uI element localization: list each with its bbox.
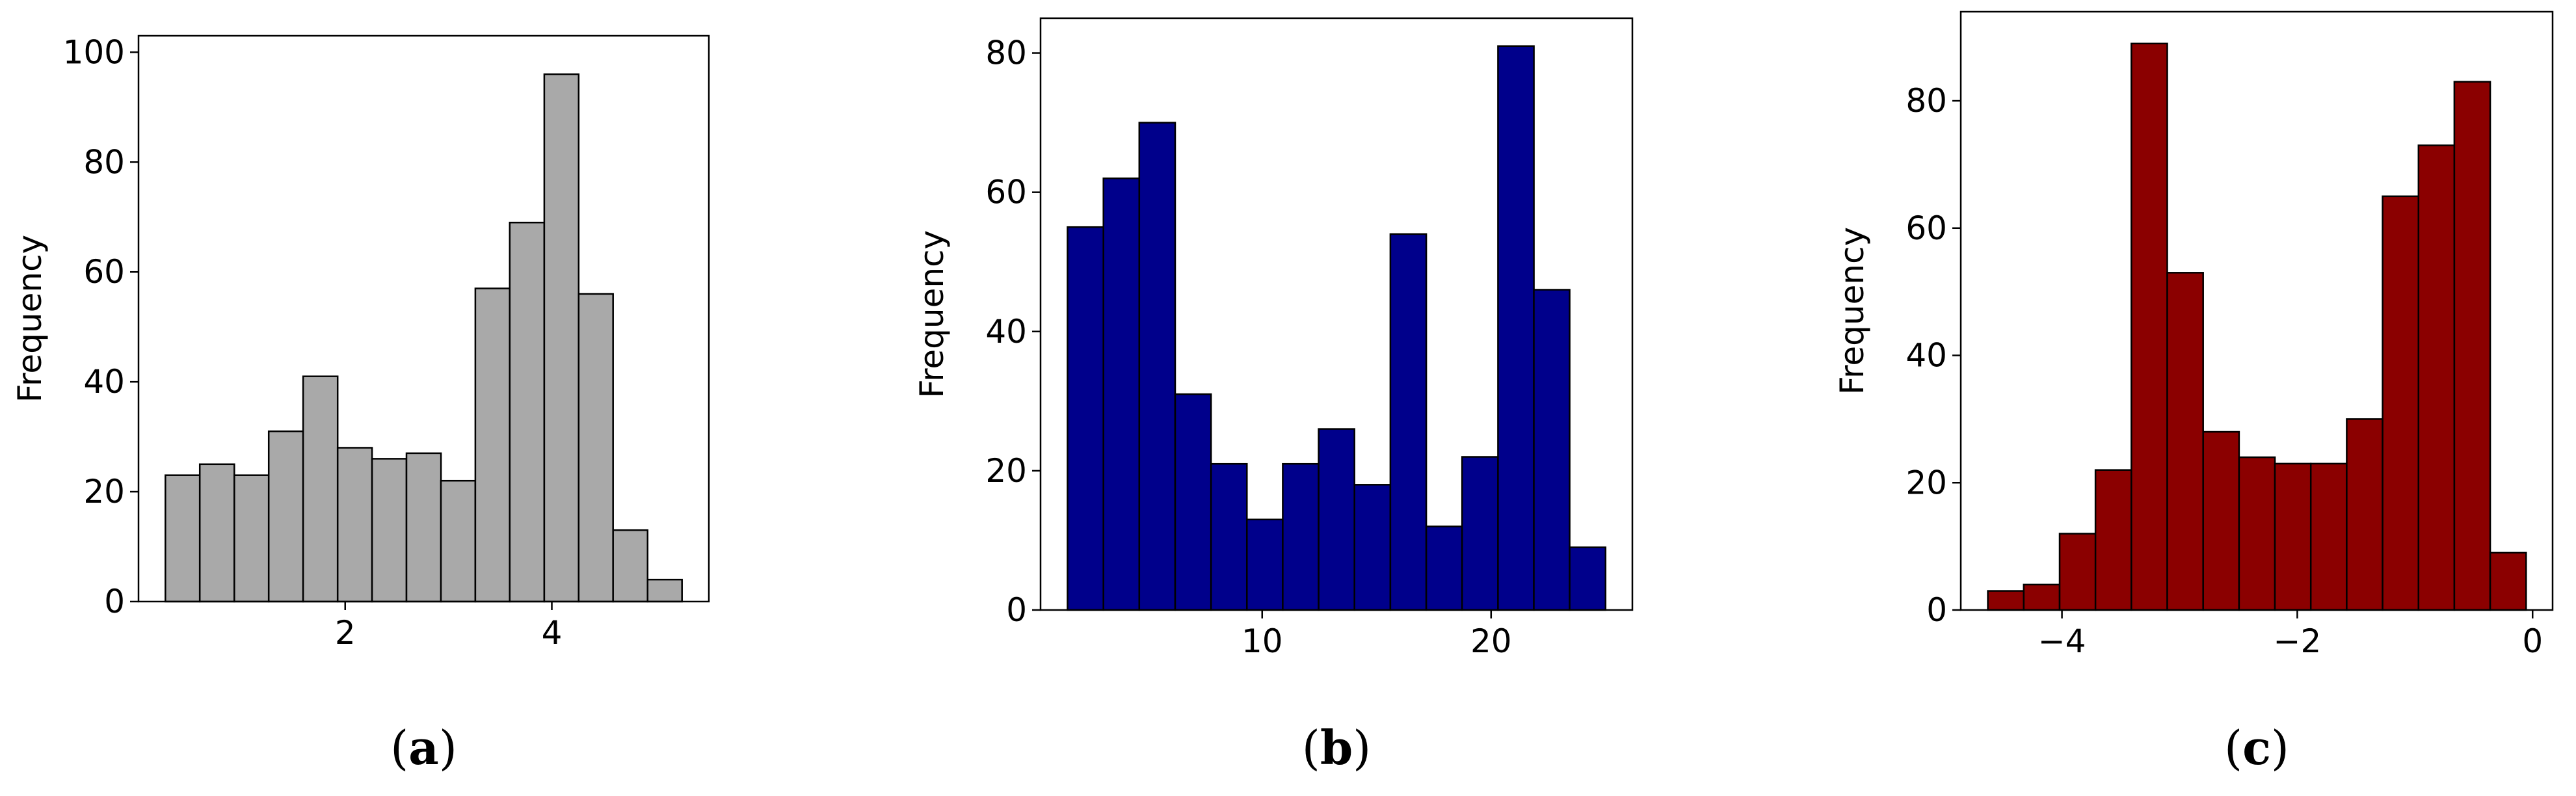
plot-frame-b	[1039, 17, 1634, 611]
bar-c-14	[2453, 81, 2491, 611]
bar-c-10	[2309, 462, 2348, 611]
bar-c-3	[2058, 533, 2097, 611]
y-axis-title-b: Frequency	[913, 230, 951, 398]
bar-b-7	[1282, 462, 1320, 611]
ytick-label-a-40: 40	[83, 363, 125, 401]
bar-b-5	[1210, 462, 1248, 611]
bar-c-12	[2382, 195, 2420, 611]
bar-b-13	[1497, 45, 1535, 611]
panel-label-a: (a)	[390, 720, 457, 775]
bars-a	[165, 73, 683, 603]
bar-b-4	[1174, 393, 1212, 611]
ytick-label-b-0: 0	[1006, 591, 1027, 629]
y-ticks-a: 0 20 40 60 80 100	[63, 33, 139, 620]
bar-a-5	[302, 375, 339, 603]
ytick-label-a-0: 0	[104, 583, 125, 620]
ytick-label-a-60: 60	[83, 253, 125, 291]
xtick-label-b-1: 20	[1470, 622, 1512, 660]
ytick-label-a-80: 80	[83, 143, 125, 181]
bar-b-3	[1138, 122, 1176, 611]
panel-letter-b: b	[1320, 720, 1353, 775]
xtick-label-b-0: 10	[1242, 622, 1283, 660]
bars-b	[1067, 45, 1607, 611]
bar-a-15	[646, 578, 683, 603]
bar-a-12	[543, 73, 580, 603]
panel-letter-c: c	[2242, 720, 2271, 775]
bar-c-13	[2417, 144, 2456, 611]
ytick-label-c-20: 20	[1905, 464, 1947, 501]
ytick-label-b-20: 20	[985, 452, 1027, 490]
ytick-label-c-60: 60	[1905, 209, 1947, 247]
bar-c-6	[2166, 272, 2204, 611]
ytick-label-a-100: 100	[63, 33, 125, 71]
y-ticks-c: 0 20 40 60 80	[1905, 82, 1961, 629]
bar-b-15	[1569, 546, 1607, 611]
bar-c-15	[2489, 551, 2527, 611]
bar-c-1	[1987, 590, 2025, 611]
bar-a-9	[440, 479, 477, 603]
bar-b-6	[1246, 518, 1284, 611]
bar-c-2	[2023, 583, 2061, 611]
bar-a-6	[336, 447, 373, 603]
y-ticks-b: 0 20 40 60 80	[985, 34, 1041, 629]
bar-b-11	[1425, 525, 1463, 611]
ytick-label-c-0: 0	[1926, 591, 1947, 629]
bar-a-3	[233, 474, 270, 603]
bar-c-11	[2346, 418, 2383, 611]
bar-a-4	[267, 430, 304, 603]
ytick-label-a-20: 20	[83, 473, 125, 511]
y-axis-title-a: Frequency	[11, 235, 49, 403]
bar-a-7	[371, 458, 408, 603]
ytick-label-c-40: 40	[1905, 337, 1947, 375]
bar-b-10	[1389, 233, 1427, 611]
bar-a-13	[578, 293, 614, 603]
bar-b-2	[1102, 177, 1141, 611]
bar-c-8	[2238, 456, 2276, 611]
ytick-label-b-60: 60	[985, 174, 1027, 211]
bar-b-8	[1318, 428, 1355, 611]
bar-c-5	[2131, 42, 2168, 611]
plot-frame-c	[1959, 10, 2554, 611]
xtick-label-a-0: 2	[335, 614, 356, 652]
bar-b-1	[1067, 226, 1104, 611]
bar-b-9	[1353, 484, 1392, 611]
bar-c-7	[2202, 431, 2240, 611]
x-ticks-c: −4 −2 0	[2038, 610, 2543, 660]
histogram-panel-b: 0 20 40 60 80 10 20 Frequency (b)	[913, 17, 1634, 775]
xtick-label-c-2: 0	[2522, 622, 2543, 660]
xtick-label-c-0: −4	[2038, 622, 2086, 660]
bar-a-10	[474, 287, 511, 603]
panel-label-c: (c)	[2224, 720, 2289, 775]
y-axis-title-c: Frequency	[1833, 227, 1871, 395]
panel-label-b: (b)	[1302, 720, 1372, 775]
bar-a-14	[612, 529, 649, 603]
xtick-label-c-1: −2	[2274, 622, 2322, 660]
plot-frame-a	[137, 34, 710, 603]
bar-b-14	[1533, 289, 1571, 611]
xtick-label-a-1: 4	[542, 614, 563, 652]
histogram-panel-c: 0 20 40 60 80 −4 −2 0 Frequency (c)	[1833, 10, 2554, 775]
bar-a-2	[198, 463, 235, 603]
panel-letter-a: a	[408, 720, 439, 775]
bar-a-11	[509, 221, 546, 603]
bar-a-8	[405, 452, 442, 603]
bar-b-12	[1461, 456, 1499, 611]
bar-a-1	[165, 474, 201, 603]
ytick-label-b-80: 80	[985, 34, 1027, 72]
ytick-label-b-40: 40	[985, 313, 1027, 351]
bar-c-9	[2274, 462, 2312, 611]
bar-c-4	[2094, 469, 2132, 611]
bars-c	[1987, 42, 2527, 611]
ytick-label-c-80: 80	[1905, 82, 1947, 120]
x-ticks-b: 10 20	[1242, 610, 1512, 660]
